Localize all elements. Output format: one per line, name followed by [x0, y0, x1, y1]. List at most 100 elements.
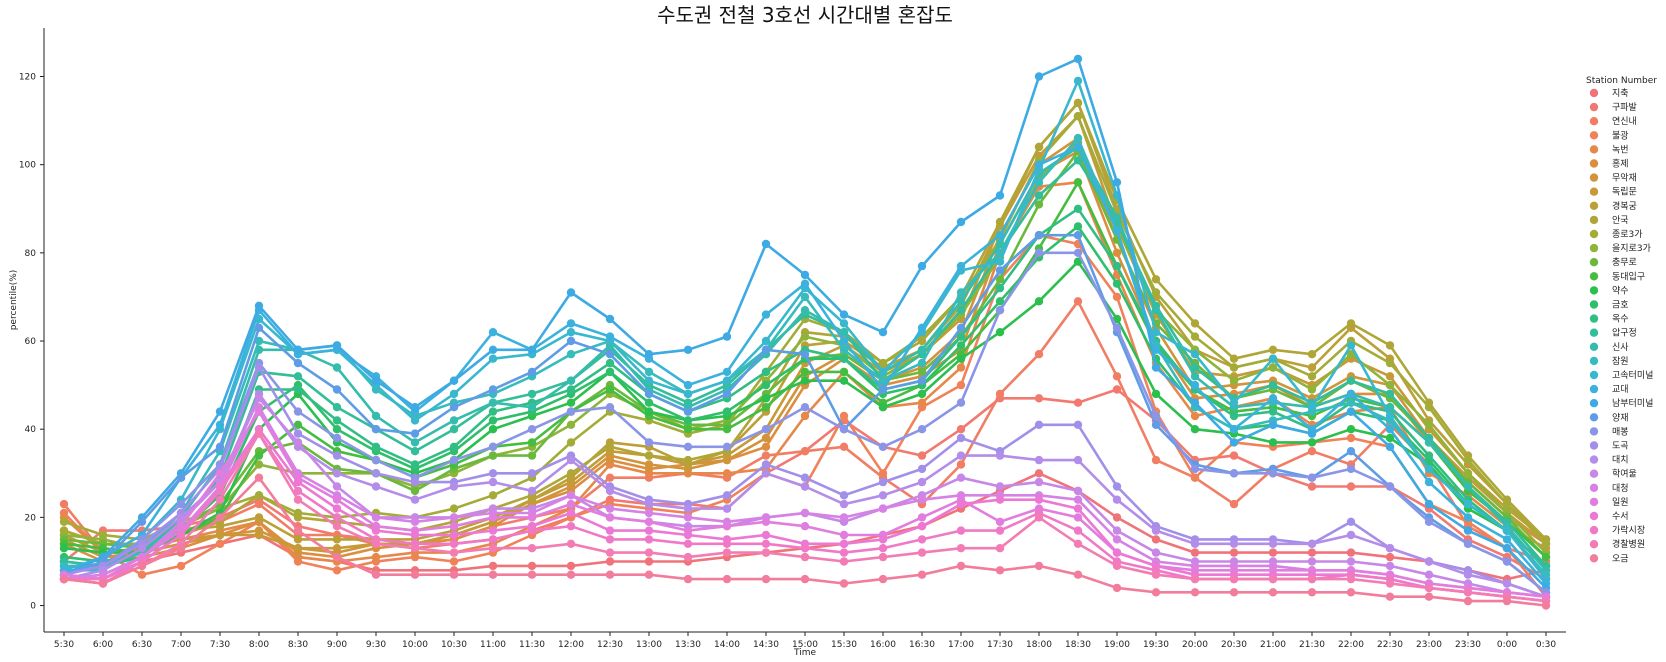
data-point: [293, 544, 303, 553]
data-point: [722, 376, 732, 385]
legend-label: 압구정: [1612, 327, 1637, 339]
data-point: [956, 433, 966, 443]
data-point: [1229, 469, 1239, 478]
data-point: [1151, 411, 1161, 421]
legend-item: 독립문: [1589, 187, 1637, 198]
legend-marker: [1589, 173, 1599, 182]
data-point: [800, 508, 810, 518]
data-point: [449, 548, 459, 557]
data-point: [1190, 574, 1200, 584]
data-point: [956, 332, 966, 341]
data-point: [1073, 297, 1083, 306]
data-point: [917, 495, 927, 504]
data-point: [995, 191, 1005, 200]
legend-label: 수서: [1612, 511, 1629, 522]
data-point: [527, 469, 537, 478]
data-point: [1034, 72, 1044, 81]
data-point: [605, 314, 615, 324]
x-tick-label: 16:00: [870, 640, 896, 650]
data-point: [1034, 561, 1044, 571]
data-point: [800, 279, 810, 288]
legend-item: 안국: [1589, 215, 1629, 226]
data-point: [956, 380, 966, 390]
legend-label: 대치: [1612, 454, 1629, 466]
legend: Station Number 지축구파발연신내불광녹번홍제무악재독립문경복궁안국…: [1586, 76, 1657, 564]
x-tick-label: 23:30: [1455, 640, 1481, 650]
x-tick-label: 21:30: [1299, 640, 1325, 650]
data-point: [1502, 535, 1512, 544]
data-point: [527, 451, 537, 460]
x-tick-label: 9:30: [366, 640, 386, 650]
data-point: [761, 367, 771, 377]
data-point: [293, 345, 303, 354]
x-tick-label: 15:30: [831, 640, 857, 650]
data-point: [1268, 469, 1278, 478]
data-point: [878, 504, 888, 513]
data-point: [566, 561, 576, 571]
data-point: [488, 469, 498, 478]
data-point: [566, 570, 576, 579]
y-tick-label: 80: [25, 249, 37, 259]
data-point: [644, 460, 654, 469]
legend-item: 학여울: [1589, 468, 1637, 480]
data-point: [761, 345, 771, 354]
data-point: [956, 473, 966, 482]
data-point: [917, 389, 927, 399]
data-point: [1268, 438, 1278, 447]
data-point: [176, 530, 186, 540]
legend-marker: [1589, 258, 1599, 267]
data-point: [878, 403, 888, 412]
data-point: [1229, 354, 1239, 363]
axes: 0 20 40 60 80 100 120 5:30 6:00 6:30 7:00 7:30 8:00 8…: [19, 28, 1566, 650]
data-point: [995, 257, 1005, 266]
data-point: [1424, 477, 1434, 487]
data-point: [1073, 204, 1083, 213]
data-point: [878, 385, 888, 394]
legend-label: 무악재: [1612, 172, 1637, 184]
data-point: [1229, 588, 1239, 597]
data-point: [1424, 499, 1434, 509]
data-point: [1073, 76, 1083, 86]
data-point: [605, 403, 615, 412]
data-point: [1034, 248, 1044, 257]
data-point: [917, 513, 927, 522]
x-tick-label: 12:00: [558, 640, 584, 650]
data-point: [878, 367, 888, 377]
legend-marker: [1589, 511, 1599, 521]
legend-marker: [1589, 102, 1599, 112]
data-point: [449, 522, 459, 531]
data-point: [410, 495, 420, 504]
data-point: [878, 535, 888, 544]
data-point: [800, 552, 810, 562]
data-point: [1034, 350, 1044, 359]
x-tick-label: 6:30: [132, 640, 152, 650]
data-point: [1073, 539, 1083, 548]
data-point: [488, 451, 498, 460]
data-point: [527, 425, 537, 434]
data-point: [410, 438, 420, 447]
data-point: [1268, 420, 1278, 429]
data-point: [566, 336, 576, 346]
data-point: [488, 328, 498, 337]
data-point: [488, 425, 498, 434]
data-point: [956, 398, 966, 407]
data-point: [800, 367, 810, 377]
data-point: [995, 389, 1005, 399]
data-point: [1346, 398, 1356, 407]
x-tick-label: 6:00: [93, 640, 113, 650]
data-point: [59, 544, 69, 553]
data-point: [1112, 548, 1122, 557]
data-point: [1541, 552, 1551, 562]
data-point: [1307, 438, 1317, 447]
legend-marker: [1589, 427, 1599, 436]
data-point: [1502, 544, 1512, 553]
data-point: [683, 380, 693, 390]
data-point: [1463, 570, 1473, 579]
legend-marker: [1589, 314, 1599, 323]
data-point: [449, 504, 459, 513]
data-point: [1229, 425, 1239, 434]
data-point: [1463, 596, 1473, 606]
data-point: [332, 385, 342, 394]
data-point: [254, 491, 264, 500]
